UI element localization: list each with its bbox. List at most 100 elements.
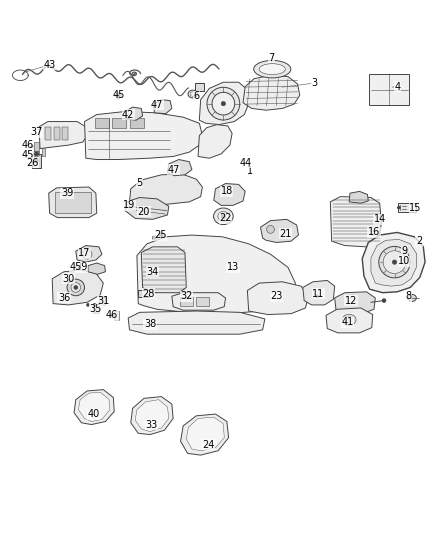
Ellipse shape: [31, 145, 33, 148]
Bar: [113, 118, 127, 128]
Ellipse shape: [77, 265, 80, 269]
Ellipse shape: [71, 282, 81, 292]
Polygon shape: [362, 232, 425, 293]
Polygon shape: [74, 390, 114, 425]
Ellipse shape: [316, 295, 318, 297]
Ellipse shape: [379, 246, 410, 278]
Text: 29: 29: [75, 262, 88, 272]
Bar: [369, 75, 410, 105]
Bar: [34, 142, 39, 151]
Polygon shape: [186, 417, 224, 451]
Text: 32: 32: [180, 291, 192, 301]
Text: 22: 22: [219, 214, 232, 223]
Polygon shape: [180, 414, 229, 455]
Text: 37: 37: [30, 127, 42, 137]
Polygon shape: [371, 239, 417, 286]
Ellipse shape: [35, 151, 38, 154]
Polygon shape: [128, 311, 265, 334]
Text: 6: 6: [193, 91, 199, 101]
Text: 46: 46: [21, 140, 34, 150]
Text: 41: 41: [342, 317, 354, 327]
Text: 14: 14: [374, 214, 386, 224]
Ellipse shape: [111, 314, 113, 317]
Polygon shape: [137, 235, 295, 313]
Text: 35: 35: [90, 304, 102, 314]
Polygon shape: [76, 246, 102, 262]
Text: 2: 2: [416, 236, 422, 246]
Text: 43: 43: [43, 60, 56, 70]
Bar: [114, 311, 119, 320]
Text: 10: 10: [399, 256, 411, 266]
Polygon shape: [49, 187, 97, 217]
Text: 25: 25: [154, 230, 166, 240]
Text: 45: 45: [70, 262, 82, 271]
Polygon shape: [330, 197, 381, 247]
Text: 31: 31: [97, 296, 110, 305]
Ellipse shape: [74, 286, 78, 289]
Polygon shape: [130, 174, 202, 205]
Text: 34: 34: [146, 266, 159, 277]
Text: 39: 39: [61, 188, 73, 198]
Polygon shape: [39, 122, 87, 149]
Bar: [92, 305, 99, 313]
Ellipse shape: [35, 159, 38, 163]
Polygon shape: [349, 191, 368, 203]
Ellipse shape: [87, 304, 89, 306]
Ellipse shape: [383, 251, 406, 273]
Text: 46: 46: [106, 310, 118, 320]
Polygon shape: [153, 100, 172, 114]
Polygon shape: [335, 292, 375, 313]
Ellipse shape: [212, 92, 235, 115]
Ellipse shape: [35, 152, 38, 156]
Ellipse shape: [221, 214, 226, 219]
Text: 11: 11: [312, 288, 325, 298]
Text: 33: 33: [145, 419, 157, 430]
Bar: [130, 118, 144, 128]
Bar: [138, 289, 149, 297]
Ellipse shape: [259, 64, 286, 75]
Text: 38: 38: [144, 319, 156, 329]
Polygon shape: [172, 293, 226, 310]
Polygon shape: [131, 397, 173, 434]
Polygon shape: [135, 400, 169, 432]
Polygon shape: [198, 125, 232, 158]
Ellipse shape: [82, 249, 92, 259]
Polygon shape: [141, 247, 186, 293]
Bar: [55, 192, 91, 213]
Text: 45: 45: [113, 91, 125, 100]
Polygon shape: [85, 111, 202, 159]
Polygon shape: [199, 82, 250, 125]
Text: 26: 26: [26, 158, 38, 167]
Text: 4: 4: [394, 82, 400, 92]
Bar: [42, 148, 45, 157]
Text: 5: 5: [136, 177, 143, 188]
Text: 8: 8: [406, 291, 412, 301]
Ellipse shape: [342, 314, 356, 325]
Ellipse shape: [382, 299, 386, 302]
Polygon shape: [167, 159, 192, 176]
Text: 45: 45: [21, 150, 34, 160]
Ellipse shape: [159, 233, 163, 237]
Text: 28: 28: [142, 288, 155, 298]
Bar: [32, 154, 41, 168]
Ellipse shape: [117, 94, 120, 97]
Text: 23: 23: [270, 291, 283, 301]
Ellipse shape: [67, 279, 85, 296]
Text: 17: 17: [78, 248, 91, 259]
Polygon shape: [125, 107, 143, 120]
Polygon shape: [214, 183, 245, 205]
Ellipse shape: [221, 101, 226, 106]
Bar: [99, 296, 105, 305]
Polygon shape: [247, 282, 308, 314]
Text: 42: 42: [122, 110, 134, 119]
Ellipse shape: [392, 260, 397, 264]
Ellipse shape: [408, 294, 417, 302]
Ellipse shape: [254, 60, 291, 78]
Ellipse shape: [218, 212, 229, 221]
Text: 7: 7: [268, 53, 275, 63]
Bar: [62, 127, 68, 140]
Polygon shape: [243, 75, 300, 110]
Text: 9: 9: [402, 246, 408, 256]
Polygon shape: [88, 263, 106, 274]
Bar: [196, 297, 209, 306]
